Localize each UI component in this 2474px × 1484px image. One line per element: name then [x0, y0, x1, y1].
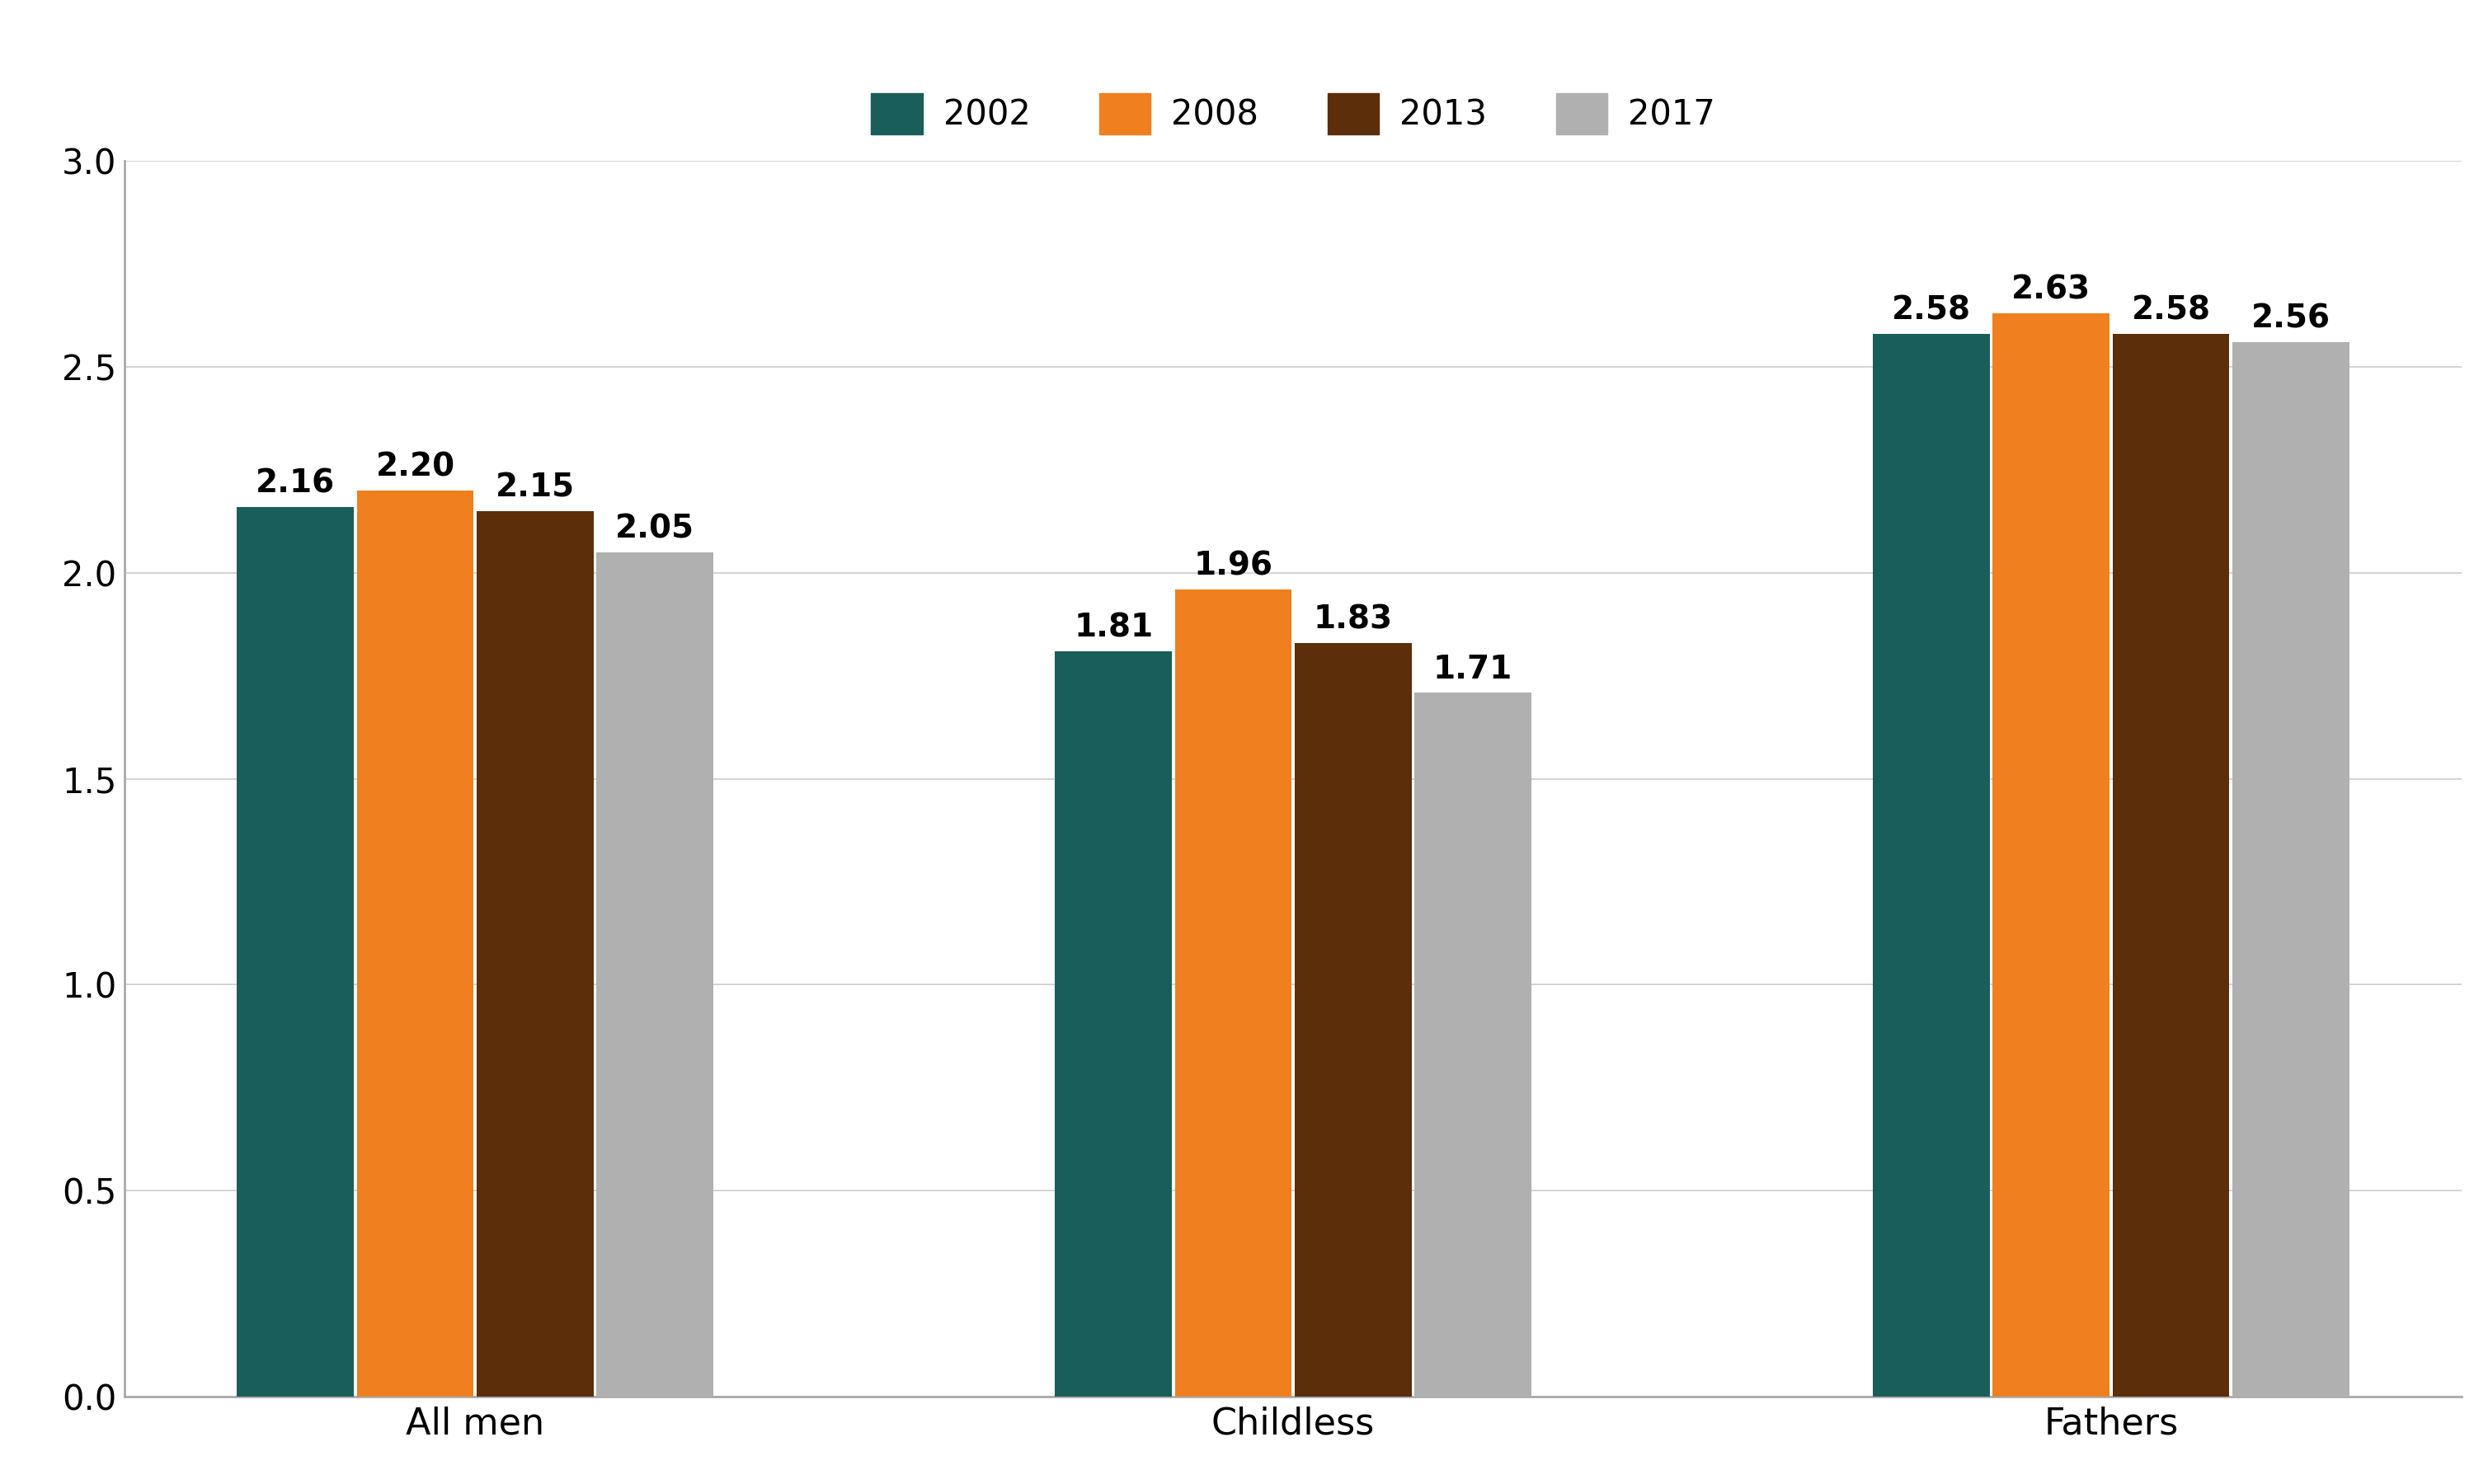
Legend: 2002, 2008, 2013, 2017: 2002, 2008, 2013, 2017: [858, 79, 1729, 148]
Text: 2.63: 2.63: [2011, 275, 2091, 306]
Text: 2.15: 2.15: [495, 472, 574, 503]
Text: 1.83: 1.83: [1314, 604, 1393, 635]
Text: 2.56: 2.56: [2251, 303, 2331, 335]
Text: 2.05: 2.05: [616, 513, 695, 545]
Bar: [1873, 334, 1989, 1396]
Bar: [1175, 589, 1291, 1396]
Text: 2.58: 2.58: [2133, 295, 2212, 326]
Bar: [2113, 334, 2229, 1396]
Bar: [596, 552, 713, 1396]
Bar: [1294, 643, 1413, 1396]
Text: 2.16: 2.16: [255, 467, 334, 500]
Text: 1.96: 1.96: [1192, 551, 1272, 582]
Bar: [1415, 692, 1531, 1396]
Text: 1.81: 1.81: [1074, 613, 1153, 644]
Bar: [477, 510, 594, 1396]
Bar: [2232, 343, 2350, 1396]
Bar: [238, 508, 354, 1396]
Text: 1.71: 1.71: [1432, 653, 1512, 684]
Bar: [1992, 313, 2110, 1396]
Text: 2.58: 2.58: [1893, 295, 1972, 326]
Bar: [356, 490, 473, 1396]
Text: 2.20: 2.20: [376, 451, 455, 482]
Bar: [1054, 651, 1173, 1396]
